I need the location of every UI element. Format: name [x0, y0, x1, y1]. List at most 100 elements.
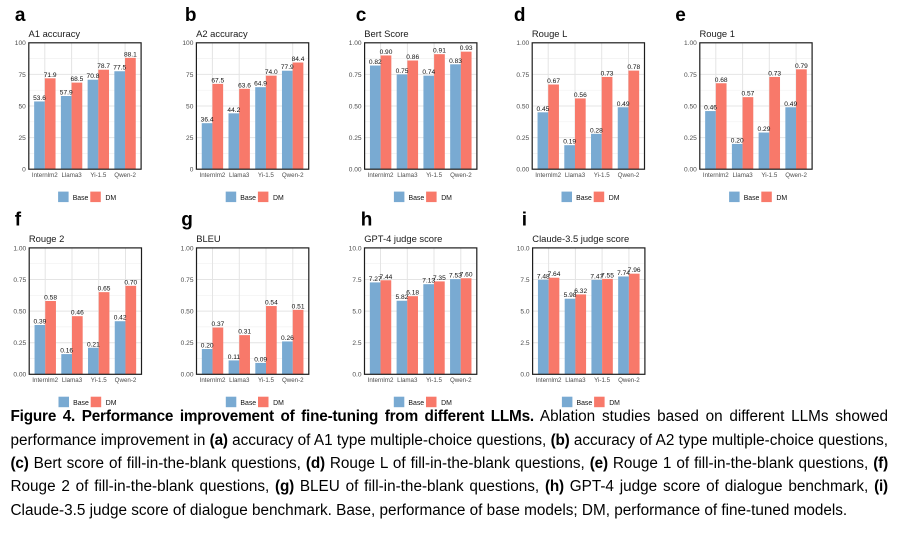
svg-text:7.5: 7.5	[352, 277, 361, 284]
svg-text:2.5: 2.5	[352, 340, 361, 347]
svg-text:Llama3: Llama3	[397, 377, 418, 384]
svg-text:Claude-3.5 judge score: Claude-3.5 judge score	[532, 233, 629, 244]
svg-text:GPT-4 judge score: GPT-4 judge score	[364, 233, 442, 244]
svg-text:Internlm2: Internlm2	[200, 172, 226, 179]
svg-text:0.09: 0.09	[254, 356, 267, 363]
svg-text:0.65: 0.65	[98, 286, 111, 293]
svg-text:Internlm2: Internlm2	[200, 377, 226, 384]
svg-text:Yi-1.5: Yi-1.5	[91, 377, 107, 384]
svg-text:Yi-1.5: Yi-1.5	[90, 172, 106, 179]
svg-text:DM: DM	[273, 195, 284, 202]
svg-text:0.68: 0.68	[715, 77, 728, 84]
svg-text:2.5: 2.5	[520, 340, 529, 347]
svg-text:1.00: 1.00	[684, 40, 697, 47]
svg-text:7.48: 7.48	[537, 273, 550, 280]
svg-text:i: i	[522, 210, 527, 231]
svg-text:DM: DM	[441, 195, 452, 202]
svg-text:Internlm2: Internlm2	[535, 172, 561, 179]
svg-text:0: 0	[22, 167, 26, 174]
svg-text:Llama3: Llama3	[61, 172, 82, 179]
svg-text:0.50: 0.50	[181, 309, 194, 316]
svg-text:6.32: 6.32	[574, 288, 587, 295]
svg-text:Yi-1.5: Yi-1.5	[594, 172, 610, 179]
svg-text:75: 75	[186, 72, 194, 79]
svg-text:0.50: 0.50	[516, 103, 529, 110]
svg-text:Base: Base	[73, 195, 89, 202]
svg-text:0.28: 0.28	[590, 127, 603, 134]
svg-text:0.75: 0.75	[684, 72, 697, 79]
svg-text:67.5: 67.5	[211, 77, 224, 84]
svg-text:7.96: 7.96	[628, 267, 641, 274]
svg-text:7.74: 7.74	[617, 270, 630, 277]
svg-text:0.19: 0.19	[563, 139, 576, 146]
svg-text:DM: DM	[441, 400, 452, 407]
svg-text:0.00: 0.00	[13, 372, 26, 379]
svg-text:0.37: 0.37	[211, 321, 224, 328]
svg-text:100: 100	[182, 40, 193, 47]
svg-text:c: c	[356, 5, 367, 26]
svg-text:Base: Base	[240, 195, 256, 202]
svg-text:10.0: 10.0	[349, 245, 362, 252]
svg-text:7.53: 7.53	[449, 273, 462, 280]
svg-text:0.83: 0.83	[449, 58, 462, 65]
svg-text:0.50: 0.50	[13, 309, 26, 316]
svg-text:Qwen-2: Qwen-2	[115, 377, 137, 384]
svg-text:Base: Base	[576, 195, 592, 202]
svg-text:0.39: 0.39	[33, 319, 46, 326]
svg-text:Base: Base	[240, 400, 256, 407]
svg-text:Yi-1.5: Yi-1.5	[426, 377, 442, 384]
svg-text:f: f	[15, 210, 22, 231]
svg-text:0.75: 0.75	[516, 72, 529, 79]
svg-text:5.82: 5.82	[396, 294, 409, 301]
svg-text:Qwen-2: Qwen-2	[282, 172, 304, 179]
svg-text:g: g	[181, 210, 193, 231]
svg-text:Internlm2: Internlm2	[703, 172, 729, 179]
svg-text:Internlm2: Internlm2	[32, 172, 58, 179]
svg-text:Yi-1.5: Yi-1.5	[426, 172, 442, 179]
svg-text:0.20: 0.20	[731, 137, 744, 144]
svg-text:50: 50	[18, 103, 26, 110]
svg-text:75: 75	[18, 72, 26, 79]
svg-text:0.56: 0.56	[574, 92, 587, 99]
svg-text:Llama3: Llama3	[565, 172, 586, 179]
svg-text:0.25: 0.25	[349, 135, 362, 142]
svg-text:0.49: 0.49	[617, 101, 630, 108]
svg-text:0.86: 0.86	[406, 54, 419, 61]
svg-text:Qwen-2: Qwen-2	[618, 377, 640, 384]
svg-text:b: b	[185, 5, 197, 26]
svg-text:Base: Base	[73, 400, 89, 407]
svg-text:Rouge 2: Rouge 2	[29, 233, 64, 244]
svg-text:DM: DM	[105, 195, 116, 202]
svg-text:0: 0	[190, 167, 194, 174]
svg-text:1.00: 1.00	[181, 245, 194, 252]
svg-text:0.75: 0.75	[181, 277, 194, 284]
svg-text:0.26: 0.26	[281, 335, 294, 342]
svg-text:Base: Base	[744, 195, 760, 202]
svg-text:63.6: 63.6	[238, 82, 251, 89]
svg-text:0.67: 0.67	[547, 78, 560, 85]
svg-text:Yi-1.5: Yi-1.5	[258, 377, 274, 384]
svg-text:100: 100	[15, 40, 26, 47]
svg-text:0.70: 0.70	[124, 279, 137, 286]
svg-text:0.00: 0.00	[684, 167, 697, 174]
svg-text:DM: DM	[609, 400, 620, 407]
svg-text:DM: DM	[273, 400, 284, 407]
svg-text:0.25: 0.25	[13, 340, 26, 347]
svg-text:0.20: 0.20	[201, 343, 214, 350]
svg-text:25: 25	[186, 135, 194, 142]
svg-text:0.00: 0.00	[349, 167, 362, 174]
svg-text:Qwen-2: Qwen-2	[450, 172, 472, 179]
svg-text:0.25: 0.25	[684, 135, 697, 142]
svg-text:78.7: 78.7	[97, 63, 110, 70]
svg-text:Yi-1.5: Yi-1.5	[258, 172, 274, 179]
svg-text:0.50: 0.50	[684, 103, 697, 110]
svg-text:77.5: 77.5	[113, 65, 126, 72]
svg-text:Bert Score: Bert Score	[364, 28, 408, 39]
svg-text:Internlm2: Internlm2	[368, 172, 394, 179]
svg-text:Yi-1.5: Yi-1.5	[594, 377, 610, 384]
svg-text:Qwen-2: Qwen-2	[618, 172, 640, 179]
svg-text:0.57: 0.57	[742, 91, 755, 98]
svg-text:0.54: 0.54	[265, 300, 278, 307]
svg-text:0.90: 0.90	[380, 49, 393, 56]
svg-text:BLEU: BLEU	[196, 233, 221, 244]
